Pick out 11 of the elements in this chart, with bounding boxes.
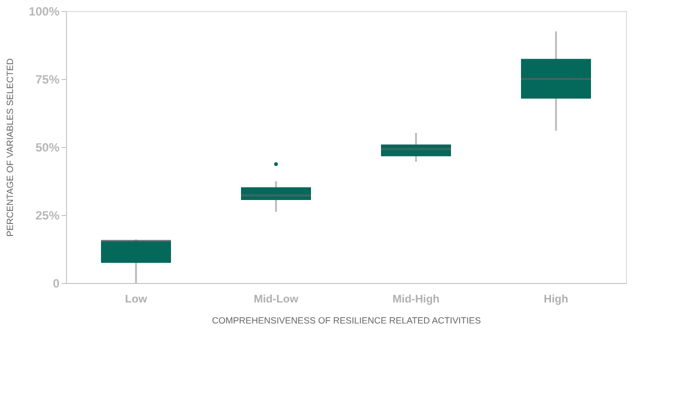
y-tick-label: 100% [28,4,60,18]
y-axis-title: PERCENTAGE OF VARIABLES SELECTED [4,58,15,237]
y-tick-label: 50% [35,140,60,154]
x-tick-label: High [544,294,568,306]
x-tick-label: Low [125,294,148,306]
y-tick-label: 75% [35,72,60,86]
x-tick-label: Mid-High [392,294,440,306]
x-axis-title: COMPREHENSIVENESS OF RESILIENCE RELATED ACTIVITIES [212,316,481,326]
x-tick-label: Mid-Low [254,294,299,306]
y-tick-label: 25% [35,208,60,222]
y-tick-label: 0 [52,276,60,290]
